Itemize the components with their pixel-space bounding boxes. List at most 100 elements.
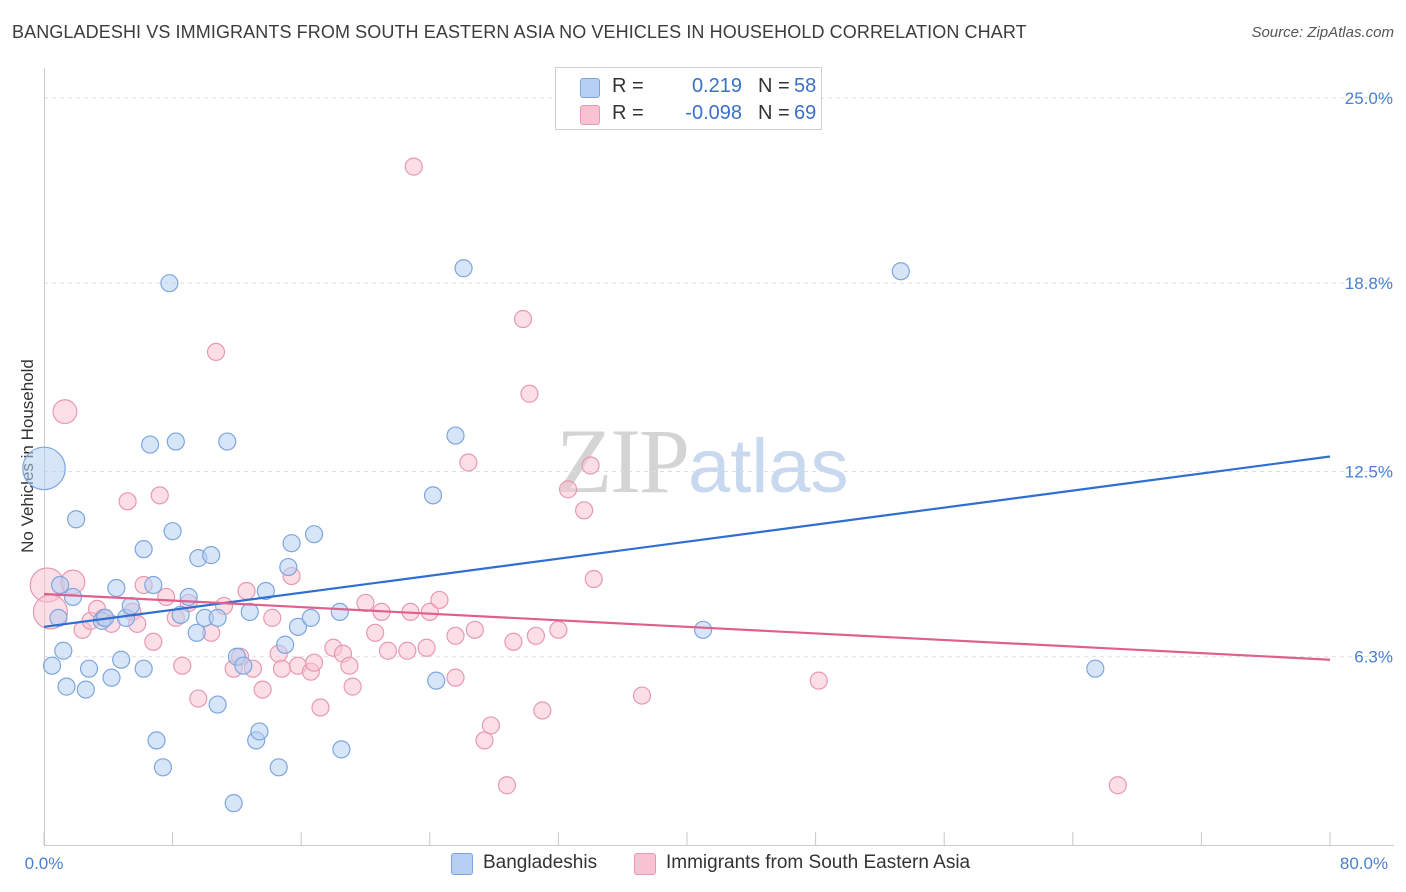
immigrant-point: [581, 456, 600, 475]
immigrant-point: [481, 716, 500, 735]
immigrant-point: [809, 671, 828, 690]
immigrant-point: [420, 602, 439, 622]
immigrant-point: [206, 342, 226, 362]
immigrant-point: [237, 581, 256, 601]
legend-swatch-pink: [580, 105, 600, 125]
bangladeshi-point: [140, 435, 160, 454]
immigrant-point: [272, 659, 292, 678]
series-swatch-blue: [451, 853, 473, 875]
bangladeshi-point: [166, 432, 185, 451]
legend-swatch-blue: [580, 78, 600, 98]
immigrant-point: [343, 677, 362, 696]
bangladeshi-point: [121, 596, 140, 616]
bangladeshi-point: [171, 605, 190, 624]
series-swatch-pink: [634, 853, 656, 875]
immigrant-point: [150, 486, 169, 505]
immigrant-point: [446, 626, 465, 645]
bangladeshi-point: [42, 656, 62, 675]
bangladeshi-point: [256, 581, 275, 601]
legend-r-value: -0.098: [685, 102, 742, 124]
immigrant-point: [533, 701, 552, 720]
immigrants-trend-line: [43, 592, 1331, 661]
immigrant-point: [497, 776, 517, 795]
bangladeshi-point: [67, 510, 86, 529]
immigrant-point: [549, 620, 568, 639]
immigrant-point: [189, 689, 208, 708]
correlation-legend: R = 0.219 N = 58 R = -0.098 N = 69: [555, 67, 822, 130]
x-tick-label-max: 80.0%: [1340, 854, 1388, 873]
immigrant-point: [417, 638, 436, 657]
bangladeshi-point: [79, 659, 99, 678]
bangladeshi-point: [332, 740, 351, 759]
legend-n-value: 69: [794, 102, 817, 124]
legend-r-value: 0.219: [691, 75, 742, 97]
immigrant-point: [366, 623, 385, 642]
bangladeshi-point: [250, 722, 269, 741]
bangladeshi-point: [144, 575, 163, 595]
immigrant-point: [340, 656, 359, 675]
bangladeshi-point: [50, 575, 70, 595]
immigrant-point: [475, 731, 494, 750]
legend-n-value: 58: [794, 75, 817, 97]
bangladeshi-point: [153, 758, 173, 777]
immigrant-point: [263, 608, 282, 627]
y-tick-label: 25.0%: [1345, 89, 1393, 108]
bangladeshi-point: [269, 758, 288, 777]
immigrant-point: [558, 480, 578, 499]
bangladeshi-trend-line: [43, 455, 1331, 628]
bangladeshi-point: [147, 731, 166, 750]
bangladeshi-point: [1086, 659, 1105, 678]
immigrant-point: [173, 656, 192, 675]
bangladeshi-point: [63, 587, 83, 607]
bangladeshi-point: [240, 602, 259, 622]
immigrant-point: [520, 384, 539, 403]
immigrant-point: [575, 501, 594, 520]
axes: [44, 68, 1394, 846]
legend-n-label: N =: [758, 75, 790, 97]
bangladeshi-point: [330, 602, 349, 622]
immigrant-point: [459, 453, 478, 472]
bangladeshi-point: [279, 557, 298, 577]
immigrant-point: [356, 593, 375, 613]
bangladeshi-point: [288, 617, 308, 636]
gridlines: [44, 97, 1394, 658]
legend-r-label: R =: [612, 102, 644, 124]
bangladeshi-point: [202, 546, 221, 565]
bangladeshi-point: [218, 432, 237, 451]
bangladeshi-point: [891, 262, 910, 281]
bangladeshi-point: [276, 635, 295, 654]
immigrant-point: [446, 668, 465, 687]
bangladeshi-point: [454, 259, 473, 278]
source-label: Source: ZipAtlas.com: [1251, 24, 1394, 41]
bangladeshi-point: [76, 680, 95, 699]
bangladeshi-point: [427, 671, 446, 690]
bangladeshi-point: [282, 534, 301, 553]
immigrants-points: [29, 157, 1127, 795]
bangladeshi-point: [234, 656, 253, 675]
immigrant-point: [144, 632, 163, 651]
y-tick-label: 12.5%: [1345, 462, 1393, 481]
chart-title: BANGLADESHI VS IMMIGRANTS FROM SOUTH EAS…: [12, 22, 1027, 42]
bangladeshi-point: [187, 623, 206, 642]
immigrant-point: [404, 157, 423, 176]
bangladeshi-point: [22, 446, 66, 491]
immigrant-point: [526, 626, 545, 645]
series-name: Immigrants from South Eastern Asia: [666, 852, 971, 873]
bangladeshi-point: [54, 641, 73, 660]
immigrant-point: [465, 620, 484, 639]
immigrant-point: [504, 632, 523, 651]
y-tick-label: 18.8%: [1345, 274, 1393, 293]
x-axis-ticks: [43, 832, 1331, 845]
immigrant-point: [52, 399, 78, 425]
bangladeshi-points: [22, 259, 1105, 813]
immigrant-point: [632, 686, 652, 705]
immigrant-point: [304, 653, 324, 672]
immigrant-point: [584, 569, 603, 589]
bangladeshi-point: [224, 794, 243, 813]
bangladeshi-point: [304, 525, 324, 544]
bangladeshi-point: [134, 659, 153, 678]
immigrant-point: [1108, 776, 1127, 795]
legend-n-label: N =: [758, 102, 790, 124]
legend-r-label: R =: [612, 75, 644, 97]
